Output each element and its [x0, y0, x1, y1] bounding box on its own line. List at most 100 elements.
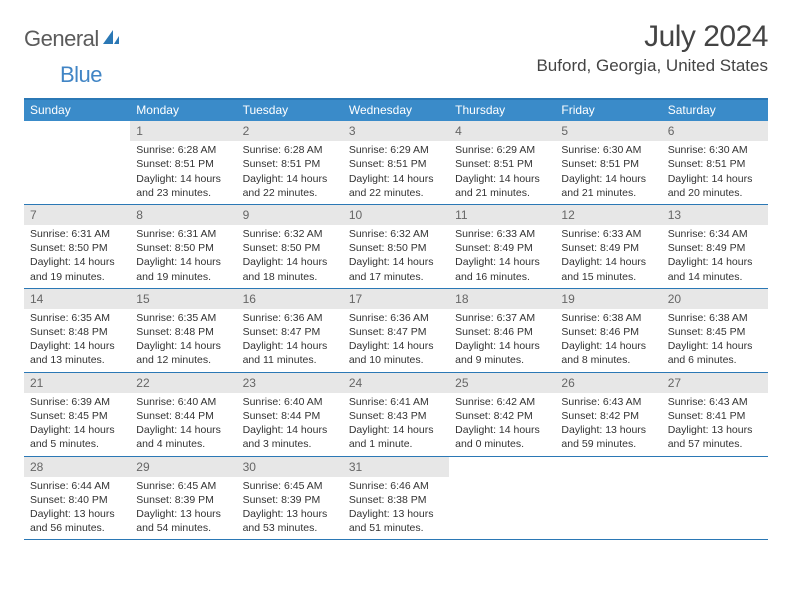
sunset-text: Sunset: 8:48 PM — [30, 325, 124, 339]
day-number — [662, 457, 768, 477]
calendar-cell: 1Sunrise: 6:28 AMSunset: 8:51 PMDaylight… — [130, 121, 236, 204]
sunrise-text: Sunrise: 6:38 AM — [561, 311, 655, 325]
cell-body: Sunrise: 6:46 AMSunset: 8:38 PMDaylight:… — [343, 477, 449, 540]
calendar-cell: 24Sunrise: 6:41 AMSunset: 8:43 PMDayligh… — [343, 373, 449, 456]
day-number: 18 — [449, 289, 555, 309]
calendar-cell: 28Sunrise: 6:44 AMSunset: 8:40 PMDayligh… — [24, 457, 130, 540]
sunrise-text: Sunrise: 6:28 AM — [136, 143, 230, 157]
daylight-text: Daylight: 14 hours and 9 minutes. — [455, 339, 549, 367]
day-header-row: SundayMondayTuesdayWednesdayThursdayFrid… — [24, 100, 768, 121]
day-number: 24 — [343, 373, 449, 393]
day-number: 16 — [237, 289, 343, 309]
cell-body: Sunrise: 6:40 AMSunset: 8:44 PMDaylight:… — [130, 393, 236, 456]
sunset-text: Sunset: 8:51 PM — [668, 157, 762, 171]
week-row: 28Sunrise: 6:44 AMSunset: 8:40 PMDayligh… — [24, 457, 768, 541]
sunrise-text: Sunrise: 6:40 AM — [243, 395, 337, 409]
cell-body: Sunrise: 6:37 AMSunset: 8:46 PMDaylight:… — [449, 309, 555, 372]
sunrise-text: Sunrise: 6:45 AM — [243, 479, 337, 493]
sunrise-text: Sunrise: 6:38 AM — [668, 311, 762, 325]
sunrise-text: Sunrise: 6:36 AM — [243, 311, 337, 325]
day-number: 31 — [343, 457, 449, 477]
cell-body: Sunrise: 6:31 AMSunset: 8:50 PMDaylight:… — [130, 225, 236, 288]
calendar-cell: 16Sunrise: 6:36 AMSunset: 8:47 PMDayligh… — [237, 289, 343, 372]
cell-body: Sunrise: 6:39 AMSunset: 8:45 PMDaylight:… — [24, 393, 130, 456]
daylight-text: Daylight: 13 hours and 59 minutes. — [561, 423, 655, 451]
sunrise-text: Sunrise: 6:39 AM — [30, 395, 124, 409]
calendar-cell: 30Sunrise: 6:45 AMSunset: 8:39 PMDayligh… — [237, 457, 343, 540]
daylight-text: Daylight: 14 hours and 16 minutes. — [455, 255, 549, 283]
sunset-text: Sunset: 8:48 PM — [136, 325, 230, 339]
day-number: 21 — [24, 373, 130, 393]
day-number — [555, 457, 661, 477]
day-number: 7 — [24, 205, 130, 225]
daylight-text: Daylight: 14 hours and 21 minutes. — [561, 172, 655, 200]
cell-body: Sunrise: 6:45 AMSunset: 8:39 PMDaylight:… — [130, 477, 236, 540]
logo-text-general: General — [24, 26, 99, 52]
sunrise-text: Sunrise: 6:35 AM — [30, 311, 124, 325]
cell-body: Sunrise: 6:34 AMSunset: 8:49 PMDaylight:… — [662, 225, 768, 288]
sunset-text: Sunset: 8:42 PM — [455, 409, 549, 423]
calendar-cell: 21Sunrise: 6:39 AMSunset: 8:45 PMDayligh… — [24, 373, 130, 456]
cell-body: Sunrise: 6:30 AMSunset: 8:51 PMDaylight:… — [662, 141, 768, 204]
daylight-text: Daylight: 14 hours and 18 minutes. — [243, 255, 337, 283]
daylight-text: Daylight: 14 hours and 10 minutes. — [349, 339, 443, 367]
day-header: Monday — [130, 100, 236, 121]
daylight-text: Daylight: 13 hours and 54 minutes. — [136, 507, 230, 535]
calendar-cell: 23Sunrise: 6:40 AMSunset: 8:44 PMDayligh… — [237, 373, 343, 456]
calendar-cell: 29Sunrise: 6:45 AMSunset: 8:39 PMDayligh… — [130, 457, 236, 540]
day-number: 27 — [662, 373, 768, 393]
day-number: 5 — [555, 121, 661, 141]
cell-body: Sunrise: 6:33 AMSunset: 8:49 PMDaylight:… — [555, 225, 661, 288]
day-number: 14 — [24, 289, 130, 309]
sunset-text: Sunset: 8:44 PM — [136, 409, 230, 423]
sunrise-text: Sunrise: 6:33 AM — [455, 227, 549, 241]
day-number: 9 — [237, 205, 343, 225]
day-number: 20 — [662, 289, 768, 309]
day-header: Tuesday — [237, 100, 343, 121]
sunrise-text: Sunrise: 6:42 AM — [455, 395, 549, 409]
sunset-text: Sunset: 8:39 PM — [136, 493, 230, 507]
sunrise-text: Sunrise: 6:40 AM — [136, 395, 230, 409]
calendar-cell: 15Sunrise: 6:35 AMSunset: 8:48 PMDayligh… — [130, 289, 236, 372]
cell-body: Sunrise: 6:31 AMSunset: 8:50 PMDaylight:… — [24, 225, 130, 288]
day-number: 4 — [449, 121, 555, 141]
daylight-text: Daylight: 14 hours and 23 minutes. — [136, 172, 230, 200]
cell-body: Sunrise: 6:28 AMSunset: 8:51 PMDaylight:… — [237, 141, 343, 204]
daylight-text: Daylight: 14 hours and 13 minutes. — [30, 339, 124, 367]
cell-body: Sunrise: 6:42 AMSunset: 8:42 PMDaylight:… — [449, 393, 555, 456]
cell-body: Sunrise: 6:40 AMSunset: 8:44 PMDaylight:… — [237, 393, 343, 456]
cell-body: Sunrise: 6:29 AMSunset: 8:51 PMDaylight:… — [343, 141, 449, 204]
calendar-cell — [555, 457, 661, 540]
sunset-text: Sunset: 8:51 PM — [561, 157, 655, 171]
calendar-cell: 18Sunrise: 6:37 AMSunset: 8:46 PMDayligh… — [449, 289, 555, 372]
sunset-text: Sunset: 8:46 PM — [561, 325, 655, 339]
daylight-text: Daylight: 14 hours and 15 minutes. — [561, 255, 655, 283]
calendar-cell: 31Sunrise: 6:46 AMSunset: 8:38 PMDayligh… — [343, 457, 449, 540]
day-number: 2 — [237, 121, 343, 141]
cell-body: Sunrise: 6:38 AMSunset: 8:46 PMDaylight:… — [555, 309, 661, 372]
day-number: 19 — [555, 289, 661, 309]
cell-body: Sunrise: 6:36 AMSunset: 8:47 PMDaylight:… — [343, 309, 449, 372]
day-number: 28 — [24, 457, 130, 477]
sunset-text: Sunset: 8:49 PM — [455, 241, 549, 255]
sunrise-text: Sunrise: 6:36 AM — [349, 311, 443, 325]
logo: General — [24, 20, 121, 52]
calendar-cell: 12Sunrise: 6:33 AMSunset: 8:49 PMDayligh… — [555, 205, 661, 288]
calendar-cell — [662, 457, 768, 540]
sunrise-text: Sunrise: 6:45 AM — [136, 479, 230, 493]
daylight-text: Daylight: 14 hours and 17 minutes. — [349, 255, 443, 283]
day-number: 30 — [237, 457, 343, 477]
day-number: 12 — [555, 205, 661, 225]
day-number: 8 — [130, 205, 236, 225]
calendar-cell: 13Sunrise: 6:34 AMSunset: 8:49 PMDayligh… — [662, 205, 768, 288]
cell-body: Sunrise: 6:43 AMSunset: 8:42 PMDaylight:… — [555, 393, 661, 456]
sunrise-text: Sunrise: 6:33 AM — [561, 227, 655, 241]
cell-body: Sunrise: 6:29 AMSunset: 8:51 PMDaylight:… — [449, 141, 555, 204]
sunset-text: Sunset: 8:43 PM — [349, 409, 443, 423]
sunrise-text: Sunrise: 6:41 AM — [349, 395, 443, 409]
calendar-cell — [449, 457, 555, 540]
day-header: Friday — [555, 100, 661, 121]
sunset-text: Sunset: 8:46 PM — [455, 325, 549, 339]
week-row: 1Sunrise: 6:28 AMSunset: 8:51 PMDaylight… — [24, 121, 768, 205]
sunset-text: Sunset: 8:50 PM — [30, 241, 124, 255]
